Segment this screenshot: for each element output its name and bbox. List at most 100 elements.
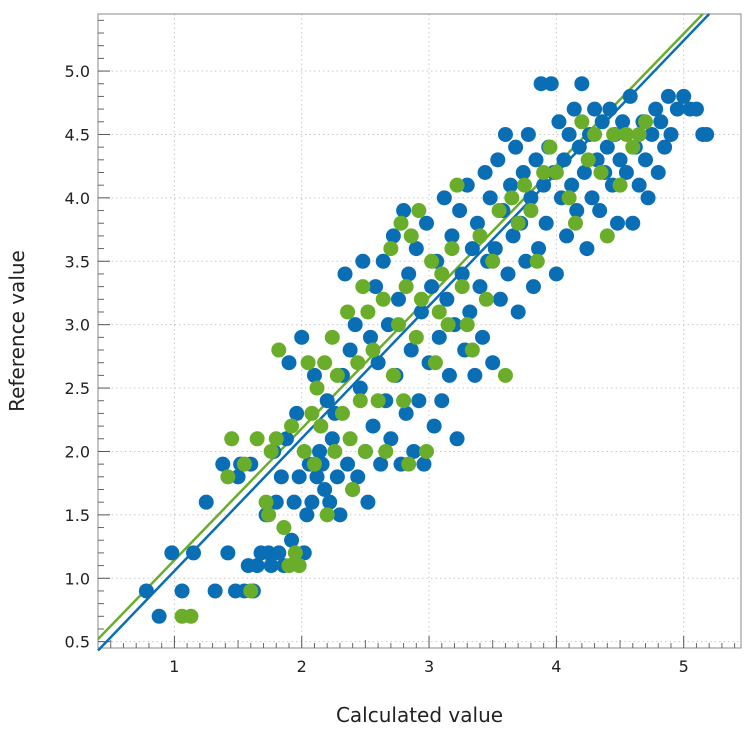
- data-point: [538, 215, 554, 231]
- data-point: [459, 317, 475, 333]
- data-point: [625, 139, 641, 155]
- data-point: [375, 291, 391, 307]
- y-tick-label: 4.5: [65, 125, 90, 144]
- data-point: [347, 317, 363, 333]
- data-point: [657, 139, 673, 155]
- data-point: [434, 393, 450, 409]
- data-point: [419, 215, 435, 231]
- data-point: [644, 126, 660, 142]
- data-point: [385, 367, 401, 383]
- data-point: [350, 469, 366, 485]
- data-point: [492, 291, 508, 307]
- data-point: [622, 88, 638, 104]
- data-point: [373, 456, 389, 472]
- data-point: [340, 456, 356, 472]
- data-point: [337, 266, 353, 282]
- data-point: [236, 456, 252, 472]
- data-point: [352, 393, 368, 409]
- data-point: [625, 215, 641, 231]
- data-point: [638, 152, 654, 168]
- data-point: [249, 431, 265, 447]
- data-point: [504, 190, 520, 206]
- data-point: [329, 367, 345, 383]
- data-point: [487, 241, 503, 257]
- data-point: [352, 380, 368, 396]
- data-points: [138, 76, 715, 624]
- data-point: [612, 152, 628, 168]
- data-point: [309, 380, 325, 396]
- data-point: [350, 355, 366, 371]
- data-point: [467, 367, 483, 383]
- data-point: [510, 215, 526, 231]
- data-point: [631, 126, 647, 142]
- data-point: [431, 329, 447, 345]
- grid: [98, 14, 741, 648]
- data-point: [593, 165, 609, 180]
- data-point: [271, 342, 287, 358]
- data-point: [485, 253, 501, 269]
- data-point: [424, 253, 440, 269]
- y-tick-label: 5.0: [65, 62, 90, 81]
- data-point: [618, 165, 634, 180]
- data-point: [548, 266, 564, 282]
- data-point: [574, 76, 590, 92]
- data-point: [441, 367, 457, 383]
- data-point: [403, 342, 419, 358]
- data-point: [508, 139, 524, 155]
- data-point: [505, 228, 521, 244]
- data-point: [475, 329, 491, 345]
- data-point: [551, 114, 567, 130]
- data-point: [268, 431, 284, 447]
- data-point: [618, 126, 634, 142]
- data-point: [207, 583, 223, 599]
- data-point: [174, 583, 190, 599]
- data-point: [444, 228, 460, 244]
- data-point: [638, 114, 654, 130]
- data-point: [497, 367, 513, 383]
- data-point: [296, 443, 312, 459]
- data-point: [281, 355, 297, 371]
- data-point: [482, 190, 498, 206]
- data-point: [599, 139, 615, 155]
- data-point: [434, 266, 450, 282]
- data-point: [313, 418, 329, 434]
- data-point: [401, 266, 417, 282]
- data-point: [401, 456, 417, 472]
- data-point: [403, 228, 419, 244]
- data-point: [370, 393, 386, 409]
- data-point: [215, 456, 231, 472]
- data-point: [427, 355, 443, 371]
- data-point: [564, 177, 580, 193]
- y-tick-label: 3.0: [65, 316, 90, 335]
- x-tick-label: 5: [679, 657, 689, 676]
- data-point: [449, 177, 465, 193]
- x-tick-labels: 1 2 3 4 5: [169, 657, 688, 676]
- y-tick-labels: 0.5 1.0 1.5 2.0 2.5 3.0 3.5 4.0 4.5 5.0: [65, 62, 90, 652]
- data-point: [329, 469, 345, 485]
- data-point: [612, 177, 628, 193]
- data-point: [324, 329, 340, 345]
- data-point: [580, 152, 596, 168]
- data-point: [663, 126, 679, 142]
- data-point: [138, 583, 154, 599]
- data-point: [398, 405, 414, 421]
- data-point: [556, 152, 572, 168]
- data-point: [385, 228, 401, 244]
- data-point: [510, 304, 526, 320]
- data-point: [396, 393, 412, 409]
- data-point: [243, 583, 259, 599]
- data-point: [599, 228, 615, 244]
- data-point: [289, 405, 305, 421]
- axis-ticks: [98, 19, 736, 648]
- data-point: [312, 443, 328, 459]
- data-point: [284, 532, 300, 548]
- x-tick-label: 3: [424, 657, 434, 676]
- y-tick-label: 4.0: [65, 189, 90, 208]
- data-point: [669, 101, 685, 117]
- data-point: [688, 101, 704, 117]
- data-point: [587, 101, 603, 117]
- data-point: [360, 304, 376, 320]
- data-point: [491, 203, 507, 219]
- data-point: [291, 469, 307, 485]
